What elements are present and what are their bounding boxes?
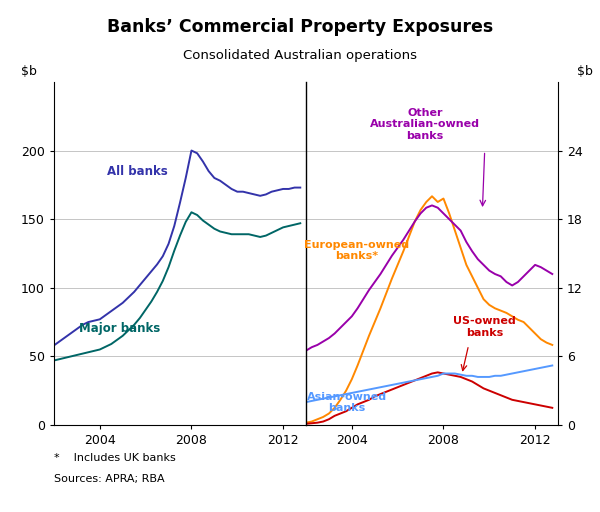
Text: Asian-owned
banks: Asian-owned banks	[307, 392, 387, 413]
Text: All banks: All banks	[107, 165, 167, 178]
Text: $b: $b	[21, 66, 37, 78]
Text: US-owned
banks: US-owned banks	[454, 316, 516, 338]
Text: Other
Australian-owned
banks: Other Australian-owned banks	[370, 108, 480, 141]
Text: Banks’ Commercial Property Exposures: Banks’ Commercial Property Exposures	[107, 18, 493, 36]
Text: *    Includes UK banks: * Includes UK banks	[54, 453, 176, 463]
Text: European-owned
banks*: European-owned banks*	[304, 240, 409, 261]
Text: Major banks: Major banks	[79, 322, 160, 335]
Text: $b: $b	[577, 66, 593, 78]
Text: Sources: APRA; RBA: Sources: APRA; RBA	[54, 474, 164, 484]
Text: Consolidated Australian operations: Consolidated Australian operations	[183, 49, 417, 61]
